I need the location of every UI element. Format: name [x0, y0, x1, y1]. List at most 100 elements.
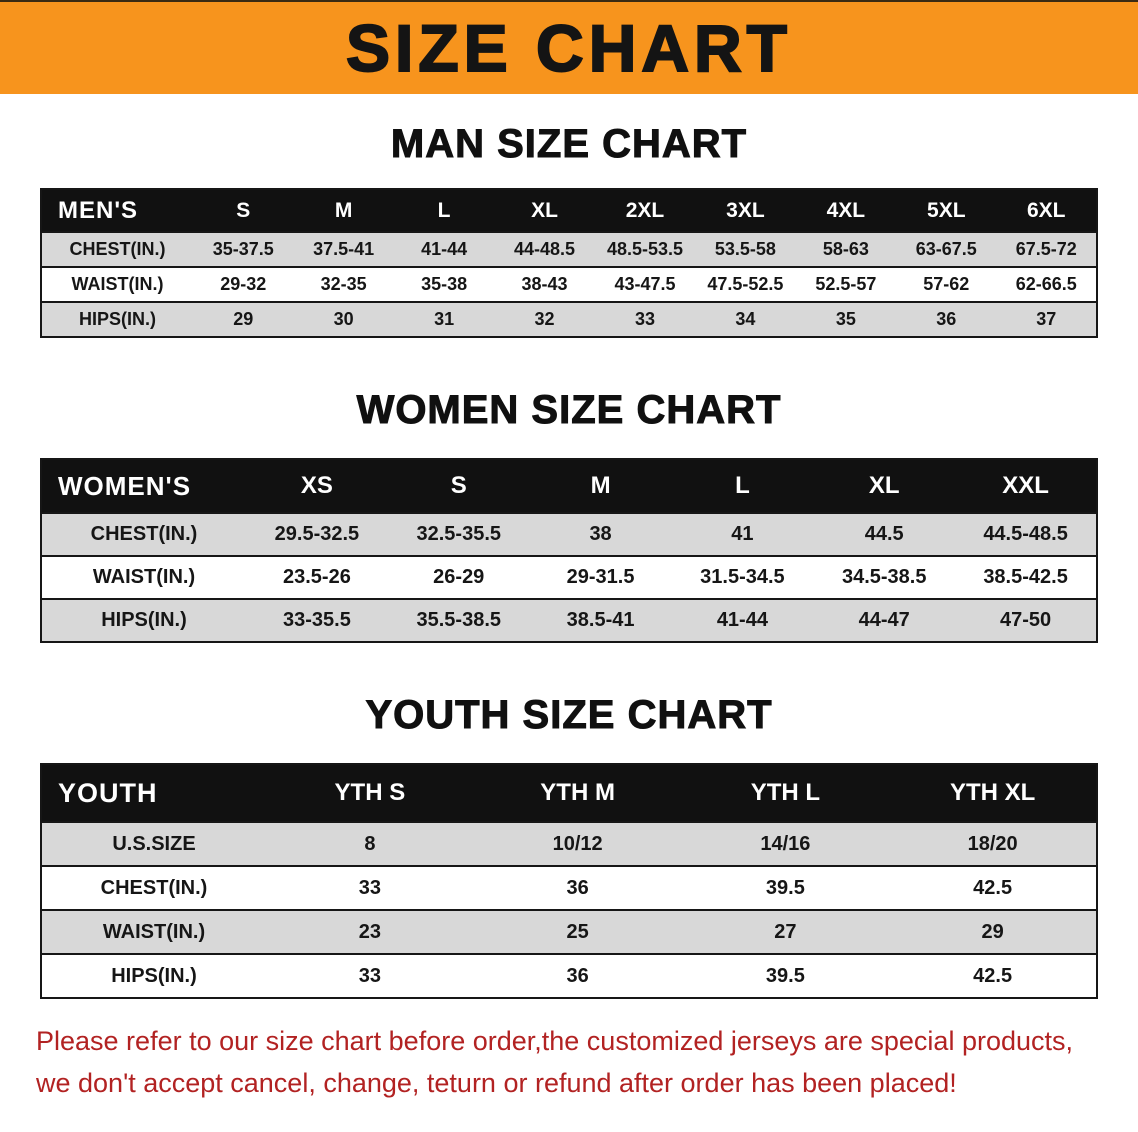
- size-column-header: 6XL: [996, 189, 1097, 232]
- size-value-cell: 14/16: [760, 832, 811, 855]
- disclaimer-line-1: Please refer to our size chart before or…: [36, 1026, 1074, 1056]
- measurement-row: HIPS(IN.) 33-35.5 35.5-38.5 38.5-41 41-44 44-…: [41, 599, 1097, 642]
- women-size-chart-section: WOMEN SIZE CHART WOMEN'S XS S M L XL XXL CHEST(…: [0, 388, 1138, 643]
- size-value-cell: 37.5-41: [313, 239, 375, 259]
- size-value-cell: 32-35: [320, 274, 367, 294]
- measurement-row-label: WAIST(IN.): [92, 566, 196, 588]
- women-category-label: WOMEN'S: [41, 459, 246, 513]
- measurement-row: HIPS(IN.) 29 30 31 32 33 34 35 36 37: [41, 302, 1097, 337]
- size-value-cell: 52.5-57: [815, 274, 877, 294]
- measurement-row-label: HIPS(IN.): [78, 309, 156, 329]
- size-value-cell: 44.5: [864, 523, 904, 545]
- men-size-table: MEN'S S M L XL 2XL 3XL 4XL 5XL 6XL CHEST(IN.) 35-37…: [40, 188, 1098, 338]
- measurement-row-label: CHEST(IN.): [90, 523, 198, 545]
- size-value-cell: 35-38: [421, 274, 468, 294]
- size-value-cell: 29.5-32.5: [274, 523, 360, 545]
- size-value-cell: 47.5-52.5: [707, 274, 784, 294]
- size-value-cell: 36: [566, 876, 589, 899]
- measurement-row: WAIST(IN.) 23.5-26 26-29 29-31.5 31.5-34.5 34…: [41, 556, 1097, 599]
- size-column-header: XS: [246, 459, 388, 513]
- measurement-row: CHEST(IN.) 35-37.5 37.5-41 41-44 44-48.5 48.5…: [41, 232, 1097, 267]
- size-value-cell: 29: [233, 309, 254, 329]
- size-value-cell: 30: [333, 309, 354, 329]
- women-table-header-row: WOMEN'S XS S M L XL XXL: [41, 459, 1097, 513]
- size-value-cell: 41-44: [716, 609, 768, 631]
- measurement-row-label: U.S.SIZE: [112, 832, 196, 855]
- size-column-header: 5XL: [896, 189, 997, 232]
- size-column-header: XXL: [955, 459, 1097, 513]
- men-table-header-row: MEN'S S M L XL 2XL 3XL 4XL 5XL 6XL: [41, 189, 1097, 232]
- size-value-cell: 35-37.5: [212, 239, 274, 259]
- youth-table-header-row: YOUTH YTH S YTH M YTH L YTH XL: [41, 764, 1097, 822]
- size-column-header: XL: [813, 459, 956, 513]
- men-size-chart-heading: MAN SIZE CHART: [390, 122, 748, 167]
- size-value-cell: 33: [358, 964, 381, 987]
- women-size-chart-heading: WOMEN SIZE CHART: [356, 388, 782, 433]
- disclaimer: Please refer to our size chart before or…: [36, 1021, 1108, 1105]
- size-value-cell: 38-43: [521, 274, 568, 294]
- measurement-row-label: HIPS(IN.): [111, 964, 197, 987]
- size-value-cell: 29: [981, 920, 1004, 943]
- size-value-cell: 23.5-26: [282, 566, 351, 588]
- size-value-cell: 29-32: [220, 274, 267, 294]
- size-value-cell: 35.5-38.5: [416, 609, 501, 631]
- size-column-header: S: [387, 459, 530, 513]
- youth-size-table: YOUTH YTH S YTH M YTH L YTH XL U.S.SIZE 8 10/12…: [40, 763, 1098, 999]
- size-value-cell: 44.5-48.5: [983, 523, 1068, 545]
- size-column-header: L: [671, 459, 814, 513]
- youth-size-chart-section: YOUTH SIZE CHART YOUTH YTH S YTH M YTH L YTH…: [0, 693, 1138, 999]
- size-value-cell: 53.5-58: [714, 239, 776, 259]
- size-value-cell: 57-62: [923, 274, 970, 294]
- men-size-chart-section: MAN SIZE CHART MEN'S S M L XL 2XL 3XL 4XL 5XL 6XL…: [0, 122, 1138, 338]
- size-column-header: YTH S: [266, 764, 474, 822]
- measurement-row: CHEST(IN.) 33 36 39.5 42.5: [41, 866, 1097, 910]
- measurement-row-label: WAIST(IN.): [102, 920, 206, 943]
- size-column-header: 4XL: [795, 189, 897, 232]
- size-column-header: M: [293, 189, 394, 232]
- size-value-cell: 39.5: [765, 876, 805, 899]
- size-value-cell: 10/12: [552, 832, 603, 855]
- size-column-header: YTH L: [681, 764, 890, 822]
- size-value-cell: 25: [566, 920, 589, 943]
- size-column-header: 2XL: [594, 189, 696, 232]
- size-column-header: M: [529, 459, 672, 513]
- size-value-cell: 33: [358, 876, 381, 899]
- size-value-cell: 39.5: [765, 964, 805, 987]
- size-value-cell: 41: [731, 523, 754, 545]
- size-value-cell: 31: [434, 309, 455, 329]
- measurement-row: CHEST(IN.) 29.5-32.5 32.5-35.5 38 41 44.5 44.5…: [41, 513, 1097, 556]
- size-value-cell: 63-67.5: [915, 239, 977, 259]
- measurement-row-label: CHEST(IN.): [69, 239, 166, 259]
- size-value-cell: 36: [936, 309, 957, 329]
- page-title: SIZE CHART: [345, 11, 792, 85]
- measurement-row: U.S.SIZE 8 10/12 14/16 18/20: [41, 822, 1097, 866]
- size-value-cell: 26-29: [433, 566, 485, 588]
- size-value-cell: 35: [835, 309, 856, 329]
- size-value-cell: 33-35.5: [282, 609, 351, 631]
- size-value-cell: 42.5: [973, 964, 1013, 987]
- size-column-header: YTH M: [473, 764, 682, 822]
- size-value-cell: 29-31.5: [566, 566, 635, 588]
- size-value-cell: 42.5: [973, 876, 1013, 899]
- size-value-cell: 44-47: [858, 609, 910, 631]
- disclaimer-line-2: we don't accept cancel, change, teturn o…: [36, 1067, 957, 1098]
- size-column-header: XL: [494, 189, 595, 232]
- size-value-cell: 27: [774, 920, 797, 943]
- size-value-cell: 8: [364, 832, 376, 855]
- size-value-cell: 31.5-34.5: [700, 566, 785, 588]
- youth-category-label: YOUTH: [41, 764, 266, 822]
- youth-size-chart-heading: YOUTH SIZE CHART: [365, 693, 773, 738]
- size-value-cell: 38.5-41: [566, 609, 635, 631]
- size-value-cell: 38.5-42.5: [983, 566, 1068, 588]
- size-value-cell: 58-63: [822, 239, 869, 259]
- measurement-row-label: HIPS(IN.): [101, 609, 187, 631]
- size-value-cell: 62-66.5: [1015, 274, 1077, 294]
- size-chart-banner: SIZE CHART: [0, 0, 1138, 94]
- size-value-cell: 44-48.5: [514, 239, 576, 259]
- size-column-header: L: [393, 189, 495, 232]
- men-category-label: MEN'S: [41, 189, 193, 232]
- size-value-cell: 32.5-35.5: [416, 523, 501, 545]
- size-value-cell: 37: [1036, 309, 1057, 329]
- size-value-cell: 41-44: [421, 239, 468, 259]
- size-value-cell: 38: [589, 523, 612, 545]
